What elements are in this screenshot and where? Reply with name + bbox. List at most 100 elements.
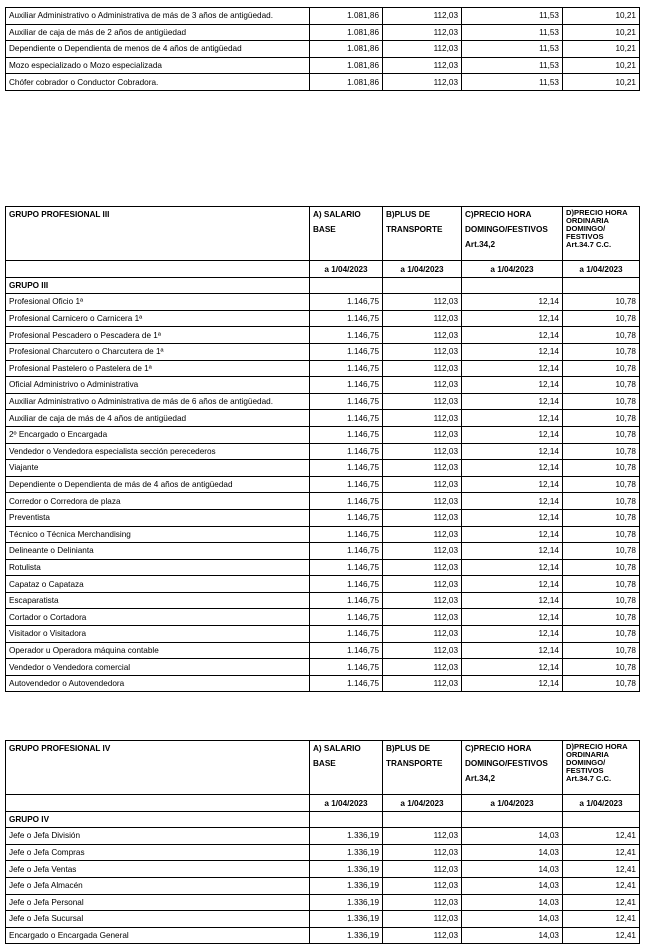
salary-table-group-iii: GRUPO PROFESIONAL III A) SALARIO BASE B)P… <box>5 206 640 693</box>
job-title-cell: Visitador o Visitadora <box>5 625 310 643</box>
job-title-cell: Capataz o Capataza <box>5 575 310 593</box>
plus-transporte-cell: 112,03 <box>382 376 462 394</box>
table-row: Auxiliar Administrativo o Administrativa… <box>5 392 640 411</box>
precio-hora-ordinaria-cell: 12,41 <box>562 876 640 895</box>
job-title-cell: Profesional Charcutero o Charcutera de 1… <box>5 342 310 361</box>
date-cell: a 1/04/2023 <box>562 260 640 278</box>
salario-base-cell: 1.146,75 <box>309 342 383 361</box>
group-label: GRUPO III <box>5 276 310 295</box>
salario-base-cell: 1.336,19 <box>309 876 383 895</box>
precio-hora-festivos-cell: 12,14 <box>461 293 563 311</box>
plus-transporte-cell: 112,03 <box>382 608 462 627</box>
plus-transporte-cell: 112,03 <box>382 7 462 25</box>
table-row: Auxiliar Administrativo o Administrativa… <box>5 7 640 25</box>
salario-base-cell: 1.146,75 <box>309 591 383 610</box>
col-salario-base-header: A) SALARIO BASE <box>309 740 383 795</box>
table-row: Auxiliar de caja de más de 2 años de ant… <box>5 23 640 42</box>
plus-transporte-cell: 112,03 <box>382 591 462 610</box>
precio-hora-festivos-cell: 12,14 <box>461 558 563 577</box>
plus-transporte-cell: 112,03 <box>382 409 462 427</box>
table-row: Jefe o Jefa Compras 1.336,19 112,03 14,03 12… <box>5 843 640 862</box>
col-precio-hora-header: C)PRECIO HORA DOMINGO/FESTIVOS Art.34,2 <box>461 740 563 795</box>
table-row: Jefe o Jefa Almacén 1.336,19 112,03 14,03 12… <box>5 876 640 895</box>
job-title-cell: Jefe o Jefa Personal <box>5 893 310 912</box>
job-title-cell: Profesional Pescadero o Pescadera de 1ª <box>5 326 310 344</box>
plus-transporte-cell: 112,03 <box>382 641 462 660</box>
plus-transporte-cell: 112,03 <box>382 876 462 895</box>
plus-transporte-cell: 112,03 <box>382 575 462 593</box>
table-row: Rotulista 1.146,75 112,03 12,14 10,78 <box>5 558 640 577</box>
plus-transporte-cell: 112,03 <box>382 525 462 544</box>
table-row: Escaparatista 1.146,75 112,03 12,14 10,78 <box>5 591 640 610</box>
precio-hora-ordinaria-cell: 10,78 <box>562 492 640 510</box>
job-title-cell: Dependiente o Dependienta de más de 4 añ… <box>5 475 310 494</box>
job-title-cell: Profesional Pastelero o Pastelera de 1ª <box>5 359 310 378</box>
precio-hora-ordinaria-cell: 10,78 <box>562 575 640 593</box>
salario-base-cell: 1.146,75 <box>309 658 383 676</box>
precio-hora-festivos-cell: 14,03 <box>461 827 563 845</box>
precio-hora-ordinaria-cell: 10,21 <box>562 23 640 42</box>
job-title-cell: Jefe o Jefa División <box>5 827 310 845</box>
salario-base-cell: 1.081,86 <box>309 73 383 91</box>
salario-base-cell: 1.146,75 <box>309 625 383 643</box>
job-title-cell: Auxiliar de caja de más de 2 años de ant… <box>5 23 310 42</box>
table-row: Viajante 1.146,75 112,03 12,14 10,78 <box>5 459 640 477</box>
precio-hora-ordinaria-cell: 10,21 <box>562 56 640 75</box>
precio-hora-festivos-cell: 12,14 <box>461 376 563 394</box>
precio-hora-ordinaria-cell: 10,78 <box>562 376 640 394</box>
precio-hora-ordinaria-cell: 10,78 <box>562 392 640 411</box>
date-cell: a 1/04/2023 <box>309 794 383 812</box>
precio-hora-festivos-cell: 11,53 <box>461 7 563 25</box>
plus-transporte-cell: 112,03 <box>382 40 462 58</box>
col-precio-hora-ordinaria-header: D)PRECIO HORA ORDINARIA DOMINGO/FESTIVOS Ar… <box>562 206 640 261</box>
plus-transporte-cell: 112,03 <box>382 392 462 411</box>
plus-transporte-cell: 112,03 <box>382 475 462 494</box>
precio-hora-festivos-cell: 12,14 <box>461 542 563 560</box>
table-row: Oficial Administrivo o Administrativa 1.1… <box>5 376 640 394</box>
table-row: Profesional Pastelero o Pastelera de 1ª 1… <box>5 359 640 378</box>
precio-hora-ordinaria-cell: 10,78 <box>562 508 640 527</box>
table-row: Autovendedor o Autovendedora 1.146,75 112,… <box>5 674 640 693</box>
precio-hora-festivos-cell: 11,53 <box>461 23 563 42</box>
precio-hora-ordinaria-cell: 12,41 <box>562 910 640 928</box>
precio-hora-ordinaria-cell: 10,78 <box>562 326 640 344</box>
date-blank-cell <box>5 260 310 278</box>
precio-hora-festivos-cell: 11,53 <box>461 40 563 58</box>
precio-hora-ordinaria-cell: 10,78 <box>562 442 640 461</box>
table-row: Mozo especializado o Mozo especializada 1… <box>5 56 640 75</box>
plus-transporte-cell: 112,03 <box>382 309 462 328</box>
col-precio-hora-header: C)PRECIO HORA DOMINGO/FESTIVOS Art.34,2 <box>461 206 563 261</box>
precio-hora-ordinaria-cell: 10,21 <box>562 73 640 91</box>
precio-hora-festivos-cell: 14,03 <box>461 843 563 862</box>
precio-hora-festivos-cell: 12,14 <box>461 392 563 411</box>
table-row: Visitador o Visitadora 1.146,75 112,03 12,1… <box>5 625 640 643</box>
job-title-cell: Jefe o Jefa Ventas <box>5 860 310 878</box>
plus-transporte-cell: 112,03 <box>382 843 462 862</box>
group-title: GRUPO PROFESIONAL III <box>5 206 310 261</box>
table-row: Auxiliar de caja de más de 4 años de ant… <box>5 409 640 427</box>
job-title-cell: Jefe o Jefa Sucursal <box>5 910 310 928</box>
precio-hora-ordinaria-cell: 10,78 <box>562 459 640 477</box>
col-precio-hora-ordinaria-header: D)PRECIO HORA ORDINARIA DOMINGO/FESTIVOS Ar… <box>562 740 640 795</box>
salario-base-cell: 1.146,75 <box>309 641 383 660</box>
precio-hora-ordinaria-cell: 10,21 <box>562 40 640 58</box>
salario-base-cell: 1.336,19 <box>309 893 383 912</box>
table-row: Profesional Oficio 1ª 1.146,75 112,03 12,14… <box>5 293 640 311</box>
precio-hora-ordinaria-cell: 12,41 <box>562 893 640 912</box>
precio-hora-festivos-cell: 12,14 <box>461 625 563 643</box>
precio-hora-ordinaria-cell: 10,78 <box>562 674 640 693</box>
job-title-cell: Auxiliar Administrativo o Administrativa… <box>5 7 310 25</box>
group-title: GRUPO PROFESIONAL IV <box>5 740 310 795</box>
precio-hora-ordinaria-cell: 10,78 <box>562 342 640 361</box>
plus-transporte-cell: 112,03 <box>382 56 462 75</box>
precio-hora-ordinaria-cell: 12,41 <box>562 860 640 878</box>
precio-hora-ordinaria-cell: 10,78 <box>562 475 640 494</box>
precio-hora-festivos-cell: 14,03 <box>461 860 563 878</box>
salario-base-cell: 1.146,75 <box>309 376 383 394</box>
salario-base-cell: 1.146,75 <box>309 492 383 510</box>
table-row: Vendedor o Vendedora especialista secció… <box>5 442 640 461</box>
table-row: Jefe o Jefa Personal 1.336,19 112,03 14,03 1… <box>5 893 640 912</box>
job-title-cell: Oficial Administrivo o Administrativa <box>5 376 310 394</box>
salario-base-cell: 1.146,75 <box>309 392 383 411</box>
precio-hora-festivos-cell: 14,03 <box>461 910 563 928</box>
